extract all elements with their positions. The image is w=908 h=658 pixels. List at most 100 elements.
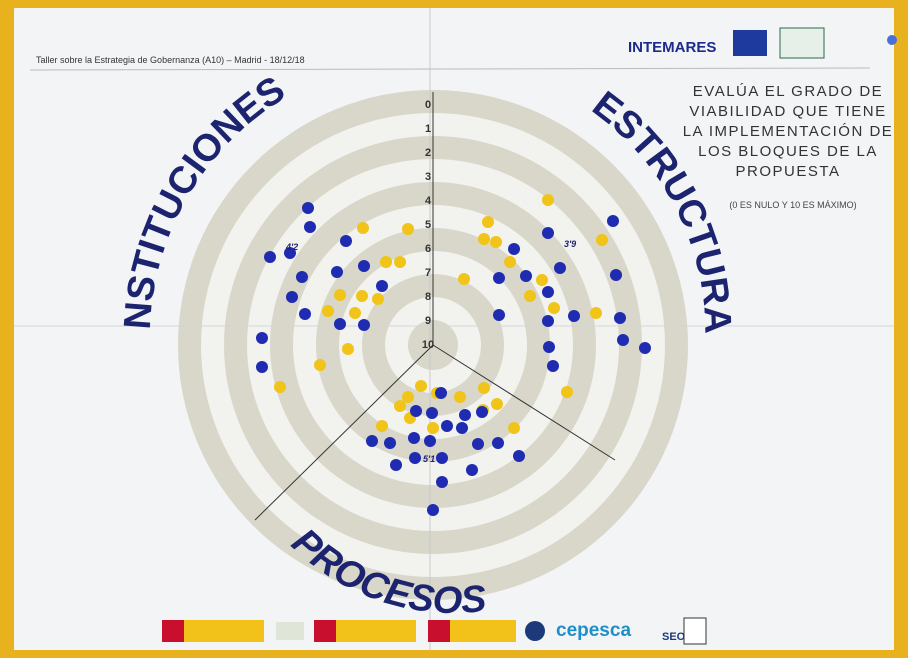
sticker bbox=[334, 318, 346, 330]
sticker bbox=[466, 464, 478, 476]
sticker bbox=[543, 341, 555, 353]
sticker bbox=[513, 450, 525, 462]
sticker bbox=[299, 308, 311, 320]
sticker bbox=[493, 272, 505, 284]
average: 5'1 bbox=[423, 454, 435, 464]
sticker bbox=[402, 223, 414, 235]
scale-label: 4 bbox=[425, 195, 432, 207]
sticker bbox=[596, 234, 608, 246]
gov-logo bbox=[314, 620, 336, 642]
seo: SEO bbox=[662, 631, 686, 643]
sticker bbox=[478, 233, 490, 245]
sticker bbox=[456, 422, 468, 434]
dot bbox=[887, 35, 897, 45]
sticker bbox=[590, 307, 602, 319]
scale-label: 1 bbox=[425, 123, 431, 135]
sticker bbox=[322, 305, 334, 317]
sticker bbox=[415, 380, 427, 392]
sticker bbox=[372, 293, 384, 305]
sticker bbox=[314, 359, 326, 371]
wwf-logo bbox=[684, 618, 706, 644]
sticker bbox=[409, 452, 421, 464]
sticker bbox=[492, 437, 504, 449]
scale-label: 10 bbox=[422, 339, 434, 351]
sticker bbox=[358, 319, 370, 331]
sticker bbox=[542, 286, 554, 298]
question-line: LA IMPLEMENTACIÓN DE bbox=[683, 123, 894, 140]
average: 4'2 bbox=[285, 242, 298, 252]
sticker bbox=[542, 227, 554, 239]
sticker bbox=[508, 422, 520, 434]
sticker bbox=[304, 221, 316, 233]
sticker bbox=[458, 273, 470, 285]
logo bbox=[525, 621, 545, 641]
sticker bbox=[256, 361, 268, 373]
sticker bbox=[536, 274, 548, 286]
sticker bbox=[520, 270, 532, 282]
sticker bbox=[426, 407, 438, 419]
question-line: LOS BLOQUES DE LA bbox=[698, 143, 878, 160]
logo: INTEMARES bbox=[628, 39, 716, 56]
sticker bbox=[394, 256, 406, 268]
scale-label: 5 bbox=[425, 219, 431, 231]
scale-label: 7 bbox=[425, 267, 431, 279]
workshop: Taller sobre la Estrategia de Gobernanza… bbox=[36, 55, 305, 65]
gov-logo bbox=[428, 620, 450, 642]
sticker bbox=[568, 310, 580, 322]
average: 3'9 bbox=[564, 239, 576, 249]
sticker bbox=[334, 289, 346, 301]
sticker bbox=[508, 243, 520, 255]
sticker bbox=[482, 216, 494, 228]
sticker bbox=[436, 452, 448, 464]
sticker bbox=[607, 215, 619, 227]
sticker bbox=[356, 290, 368, 302]
sticker bbox=[493, 309, 505, 321]
sticker bbox=[548, 302, 560, 314]
sticker bbox=[478, 382, 490, 394]
sticker bbox=[491, 398, 503, 410]
sticker bbox=[342, 343, 354, 355]
logo bbox=[276, 622, 304, 640]
partner: cepesca bbox=[556, 620, 631, 641]
sticker bbox=[296, 271, 308, 283]
sticker bbox=[459, 409, 471, 421]
sticker bbox=[454, 391, 466, 403]
sticker bbox=[358, 260, 370, 272]
sticker bbox=[394, 400, 406, 412]
sticker bbox=[376, 420, 388, 432]
sticker bbox=[410, 405, 422, 417]
natura-logo bbox=[780, 28, 824, 58]
sticker bbox=[274, 381, 286, 393]
sticker bbox=[504, 256, 516, 268]
footer-logos: cepesca SEO bbox=[162, 618, 706, 644]
page: {"header":{"workshop":"Taller sobre la E… bbox=[0, 0, 908, 658]
sticker bbox=[639, 342, 651, 354]
sticker bbox=[349, 307, 361, 319]
question-line: EVALÚA EL GRADO DE bbox=[693, 83, 883, 100]
sticker bbox=[490, 236, 502, 248]
sticker bbox=[554, 262, 566, 274]
sticker bbox=[542, 315, 554, 327]
sticker bbox=[524, 290, 536, 302]
sticker bbox=[340, 235, 352, 247]
eu-flag bbox=[733, 30, 767, 56]
sticker bbox=[427, 504, 439, 516]
sticker bbox=[472, 438, 484, 450]
scale-label: 2 bbox=[425, 147, 431, 159]
sticker bbox=[256, 332, 268, 344]
scale-label: 3 bbox=[425, 171, 431, 183]
sticker bbox=[286, 291, 298, 303]
sticker bbox=[561, 386, 573, 398]
sticker bbox=[614, 312, 626, 324]
sticker bbox=[435, 387, 447, 399]
note: (0 ES NULO Y 10 ES MÁXIMO) bbox=[729, 200, 856, 210]
sticker bbox=[441, 420, 453, 432]
poster-photo: Taller sobre la Estrategia de Gobernanza… bbox=[0, 0, 908, 658]
sticker bbox=[476, 406, 488, 418]
sticker bbox=[366, 435, 378, 447]
sticker bbox=[357, 222, 369, 234]
sticker bbox=[547, 360, 559, 372]
sticker bbox=[424, 435, 436, 447]
sticker bbox=[408, 432, 420, 444]
scale-label: 6 bbox=[425, 243, 431, 255]
